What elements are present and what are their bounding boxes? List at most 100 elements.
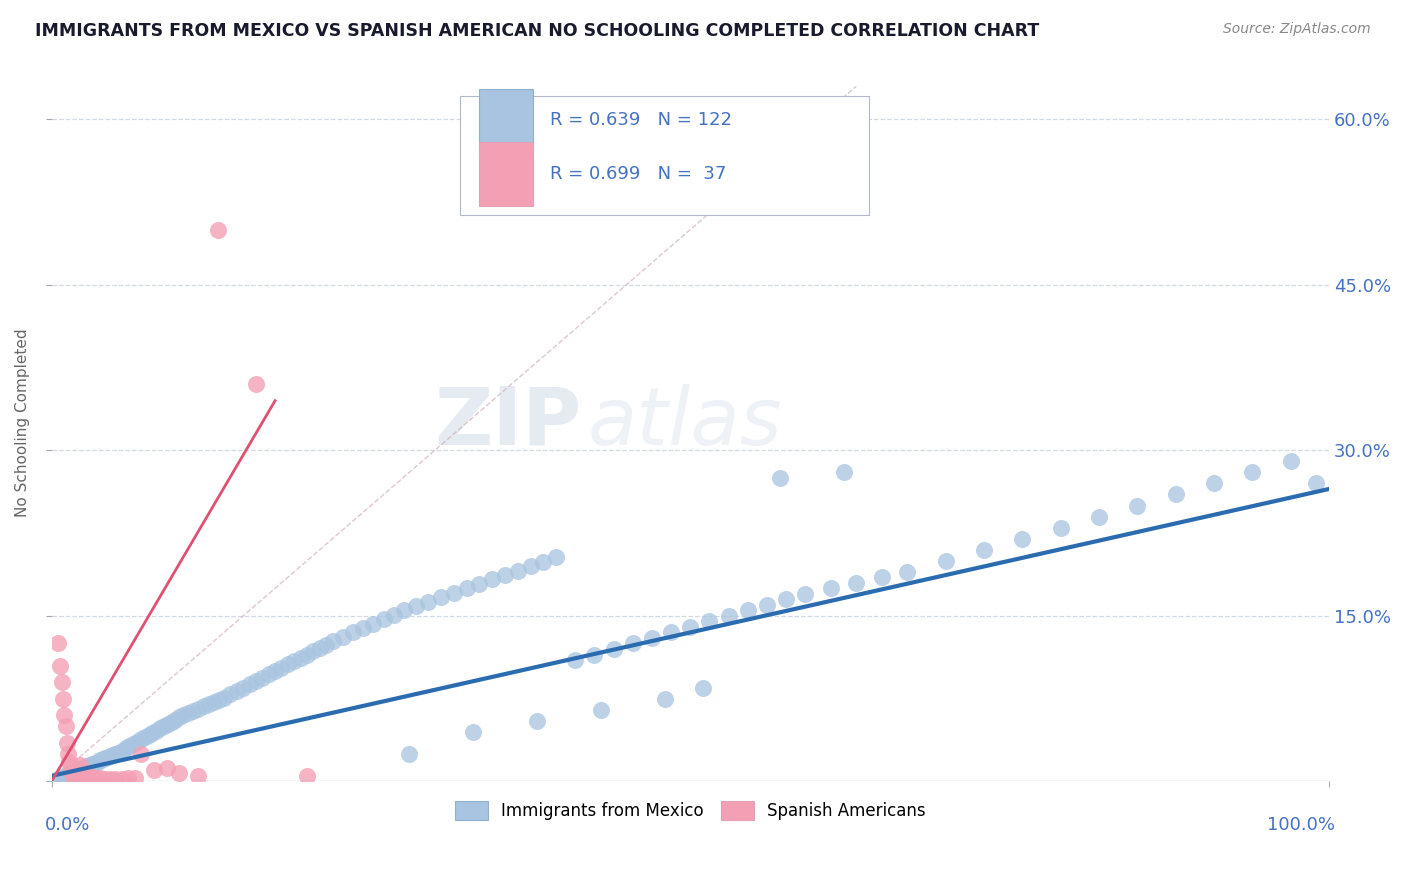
- Point: [641, 631, 664, 645]
- Point: [755, 598, 778, 612]
- Point: [1164, 487, 1187, 501]
- Point: [165, 713, 187, 727]
- Point: [156, 717, 179, 731]
- Point: [79, 769, 101, 783]
- Point: [382, 607, 405, 622]
- Point: [49, 771, 72, 785]
- Point: [257, 667, 280, 681]
- Point: [91, 752, 114, 766]
- FancyBboxPatch shape: [479, 142, 533, 206]
- Point: [193, 699, 215, 714]
- Point: [122, 737, 145, 751]
- Point: [66, 764, 89, 778]
- Point: [129, 747, 152, 761]
- Point: [73, 765, 96, 780]
- Point: [546, 550, 568, 565]
- Point: [94, 772, 117, 787]
- Text: Source: ZipAtlas.com: Source: ZipAtlas.com: [1223, 22, 1371, 37]
- Point: [97, 750, 120, 764]
- Point: [896, 565, 918, 579]
- Text: R = 0.699   N =  37: R = 0.699 N = 37: [550, 165, 725, 183]
- Point: [73, 760, 96, 774]
- Point: [53, 708, 76, 723]
- Point: [84, 771, 107, 785]
- Point: [481, 573, 503, 587]
- Point: [114, 741, 136, 756]
- Point: [46, 636, 69, 650]
- Text: IMMIGRANTS FROM MEXICO VS SPANISH AMERICAN NO SCHOOLING COMPLETED CORRELATION CH: IMMIGRANTS FROM MEXICO VS SPANISH AMERIC…: [35, 22, 1039, 40]
- Point: [392, 603, 415, 617]
- Point: [58, 766, 80, 780]
- Point: [769, 471, 792, 485]
- Text: atlas: atlas: [588, 384, 783, 462]
- Point: [456, 582, 478, 596]
- Point: [277, 657, 299, 672]
- Point: [183, 704, 205, 718]
- Point: [49, 658, 72, 673]
- Point: [172, 708, 194, 723]
- Point: [264, 664, 287, 678]
- Point: [52, 691, 75, 706]
- Point: [1011, 532, 1033, 546]
- Point: [295, 769, 318, 783]
- Text: R = 0.639   N = 122: R = 0.639 N = 122: [550, 112, 731, 129]
- Point: [101, 747, 124, 762]
- Point: [84, 756, 107, 770]
- Point: [55, 719, 77, 733]
- Point: [295, 648, 318, 662]
- Point: [564, 653, 586, 667]
- Point: [794, 587, 817, 601]
- Point: [70, 761, 93, 775]
- Y-axis label: No Schooling Completed: No Schooling Completed: [15, 328, 30, 517]
- Point: [56, 736, 79, 750]
- Text: ZIP: ZIP: [434, 384, 582, 462]
- Point: [373, 612, 395, 626]
- Point: [342, 625, 364, 640]
- Point: [76, 768, 98, 782]
- Point: [820, 582, 842, 596]
- Point: [699, 615, 721, 629]
- Point: [775, 592, 797, 607]
- Point: [245, 673, 267, 688]
- Point: [870, 570, 893, 584]
- Legend: Immigrants from Mexico, Spanish Americans: Immigrants from Mexico, Spanish American…: [449, 794, 932, 827]
- Point: [692, 681, 714, 695]
- Point: [169, 710, 191, 724]
- Point: [153, 719, 176, 733]
- Point: [98, 772, 121, 787]
- Point: [418, 594, 440, 608]
- Point: [1202, 476, 1225, 491]
- Point: [621, 636, 644, 650]
- Point: [124, 771, 146, 785]
- Point: [69, 757, 91, 772]
- Point: [117, 771, 139, 785]
- Point: [46, 772, 69, 787]
- Point: [59, 761, 82, 775]
- Point: [363, 616, 385, 631]
- Point: [56, 747, 79, 761]
- Text: 0.0%: 0.0%: [45, 816, 90, 834]
- Point: [290, 650, 312, 665]
- Point: [86, 755, 108, 769]
- Point: [443, 585, 465, 599]
- Point: [89, 754, 111, 768]
- Point: [602, 642, 624, 657]
- Point: [252, 671, 274, 685]
- Point: [69, 762, 91, 776]
- Point: [461, 724, 484, 739]
- Point: [66, 765, 89, 780]
- Point: [177, 706, 200, 720]
- Point: [104, 747, 127, 761]
- Point: [494, 568, 516, 582]
- Point: [58, 755, 80, 769]
- Point: [1126, 499, 1149, 513]
- Point: [589, 703, 612, 717]
- Point: [79, 757, 101, 772]
- Point: [111, 743, 134, 757]
- Point: [142, 764, 165, 778]
- Point: [202, 695, 225, 709]
- Point: [56, 768, 79, 782]
- Point: [832, 466, 855, 480]
- Point: [129, 732, 152, 747]
- Point: [160, 714, 183, 729]
